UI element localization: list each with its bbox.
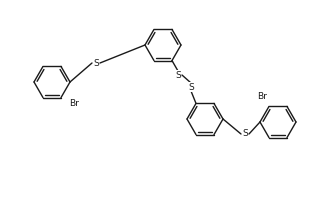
Text: S: S: [188, 83, 194, 91]
Text: S: S: [175, 71, 181, 80]
Text: Br: Br: [257, 92, 267, 101]
Text: S: S: [242, 129, 248, 138]
Text: S: S: [93, 59, 99, 68]
Text: Br: Br: [70, 99, 80, 108]
